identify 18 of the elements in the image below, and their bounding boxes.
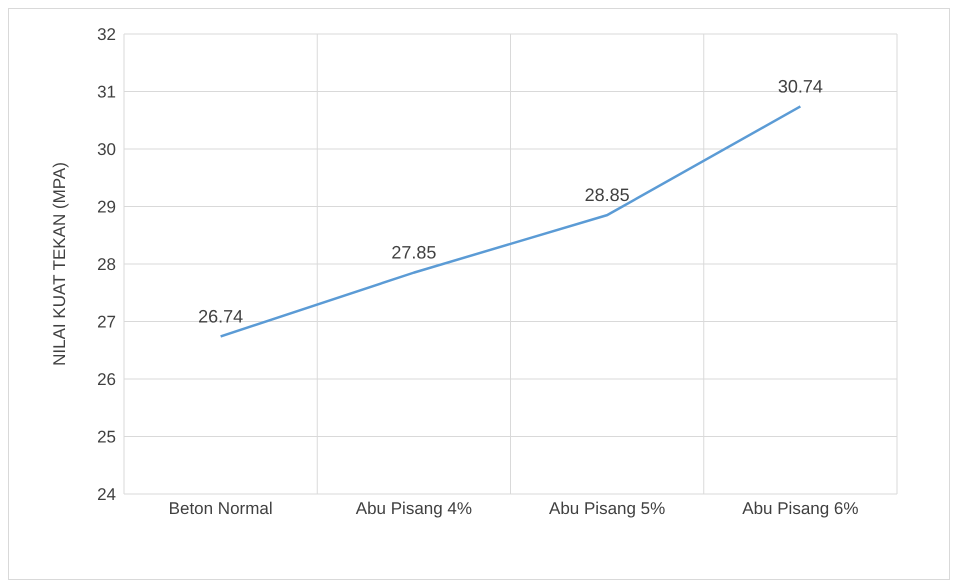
data-label: 27.85 bbox=[391, 242, 436, 263]
y-axis-title: NILAI KUAT TEKAN (MPA) bbox=[50, 162, 70, 366]
y-tick-label: 24 bbox=[97, 485, 116, 504]
y-tick-label: 31 bbox=[97, 82, 116, 102]
x-tick-label: Abu Pisang 4% bbox=[356, 499, 472, 518]
x-tick-label: Abu Pisang 5% bbox=[549, 499, 666, 518]
y-tick-label: 30 bbox=[97, 140, 116, 160]
x-tick-label: Beton Normal bbox=[168, 499, 273, 518]
y-tick-label: 27 bbox=[97, 312, 116, 332]
x-tick-label: Abu Pisang 6% bbox=[742, 499, 858, 518]
data-label: 28.85 bbox=[584, 185, 630, 206]
y-tick-label: 25 bbox=[97, 428, 116, 447]
data-label: 26.74 bbox=[198, 306, 244, 326]
y-tick-label: 32 bbox=[97, 25, 116, 44]
y-tick-label: 28 bbox=[97, 255, 116, 274]
y-tick-label: 29 bbox=[97, 198, 116, 217]
y-tick-label: 26 bbox=[97, 370, 116, 390]
data-label: 30.74 bbox=[778, 76, 823, 96]
